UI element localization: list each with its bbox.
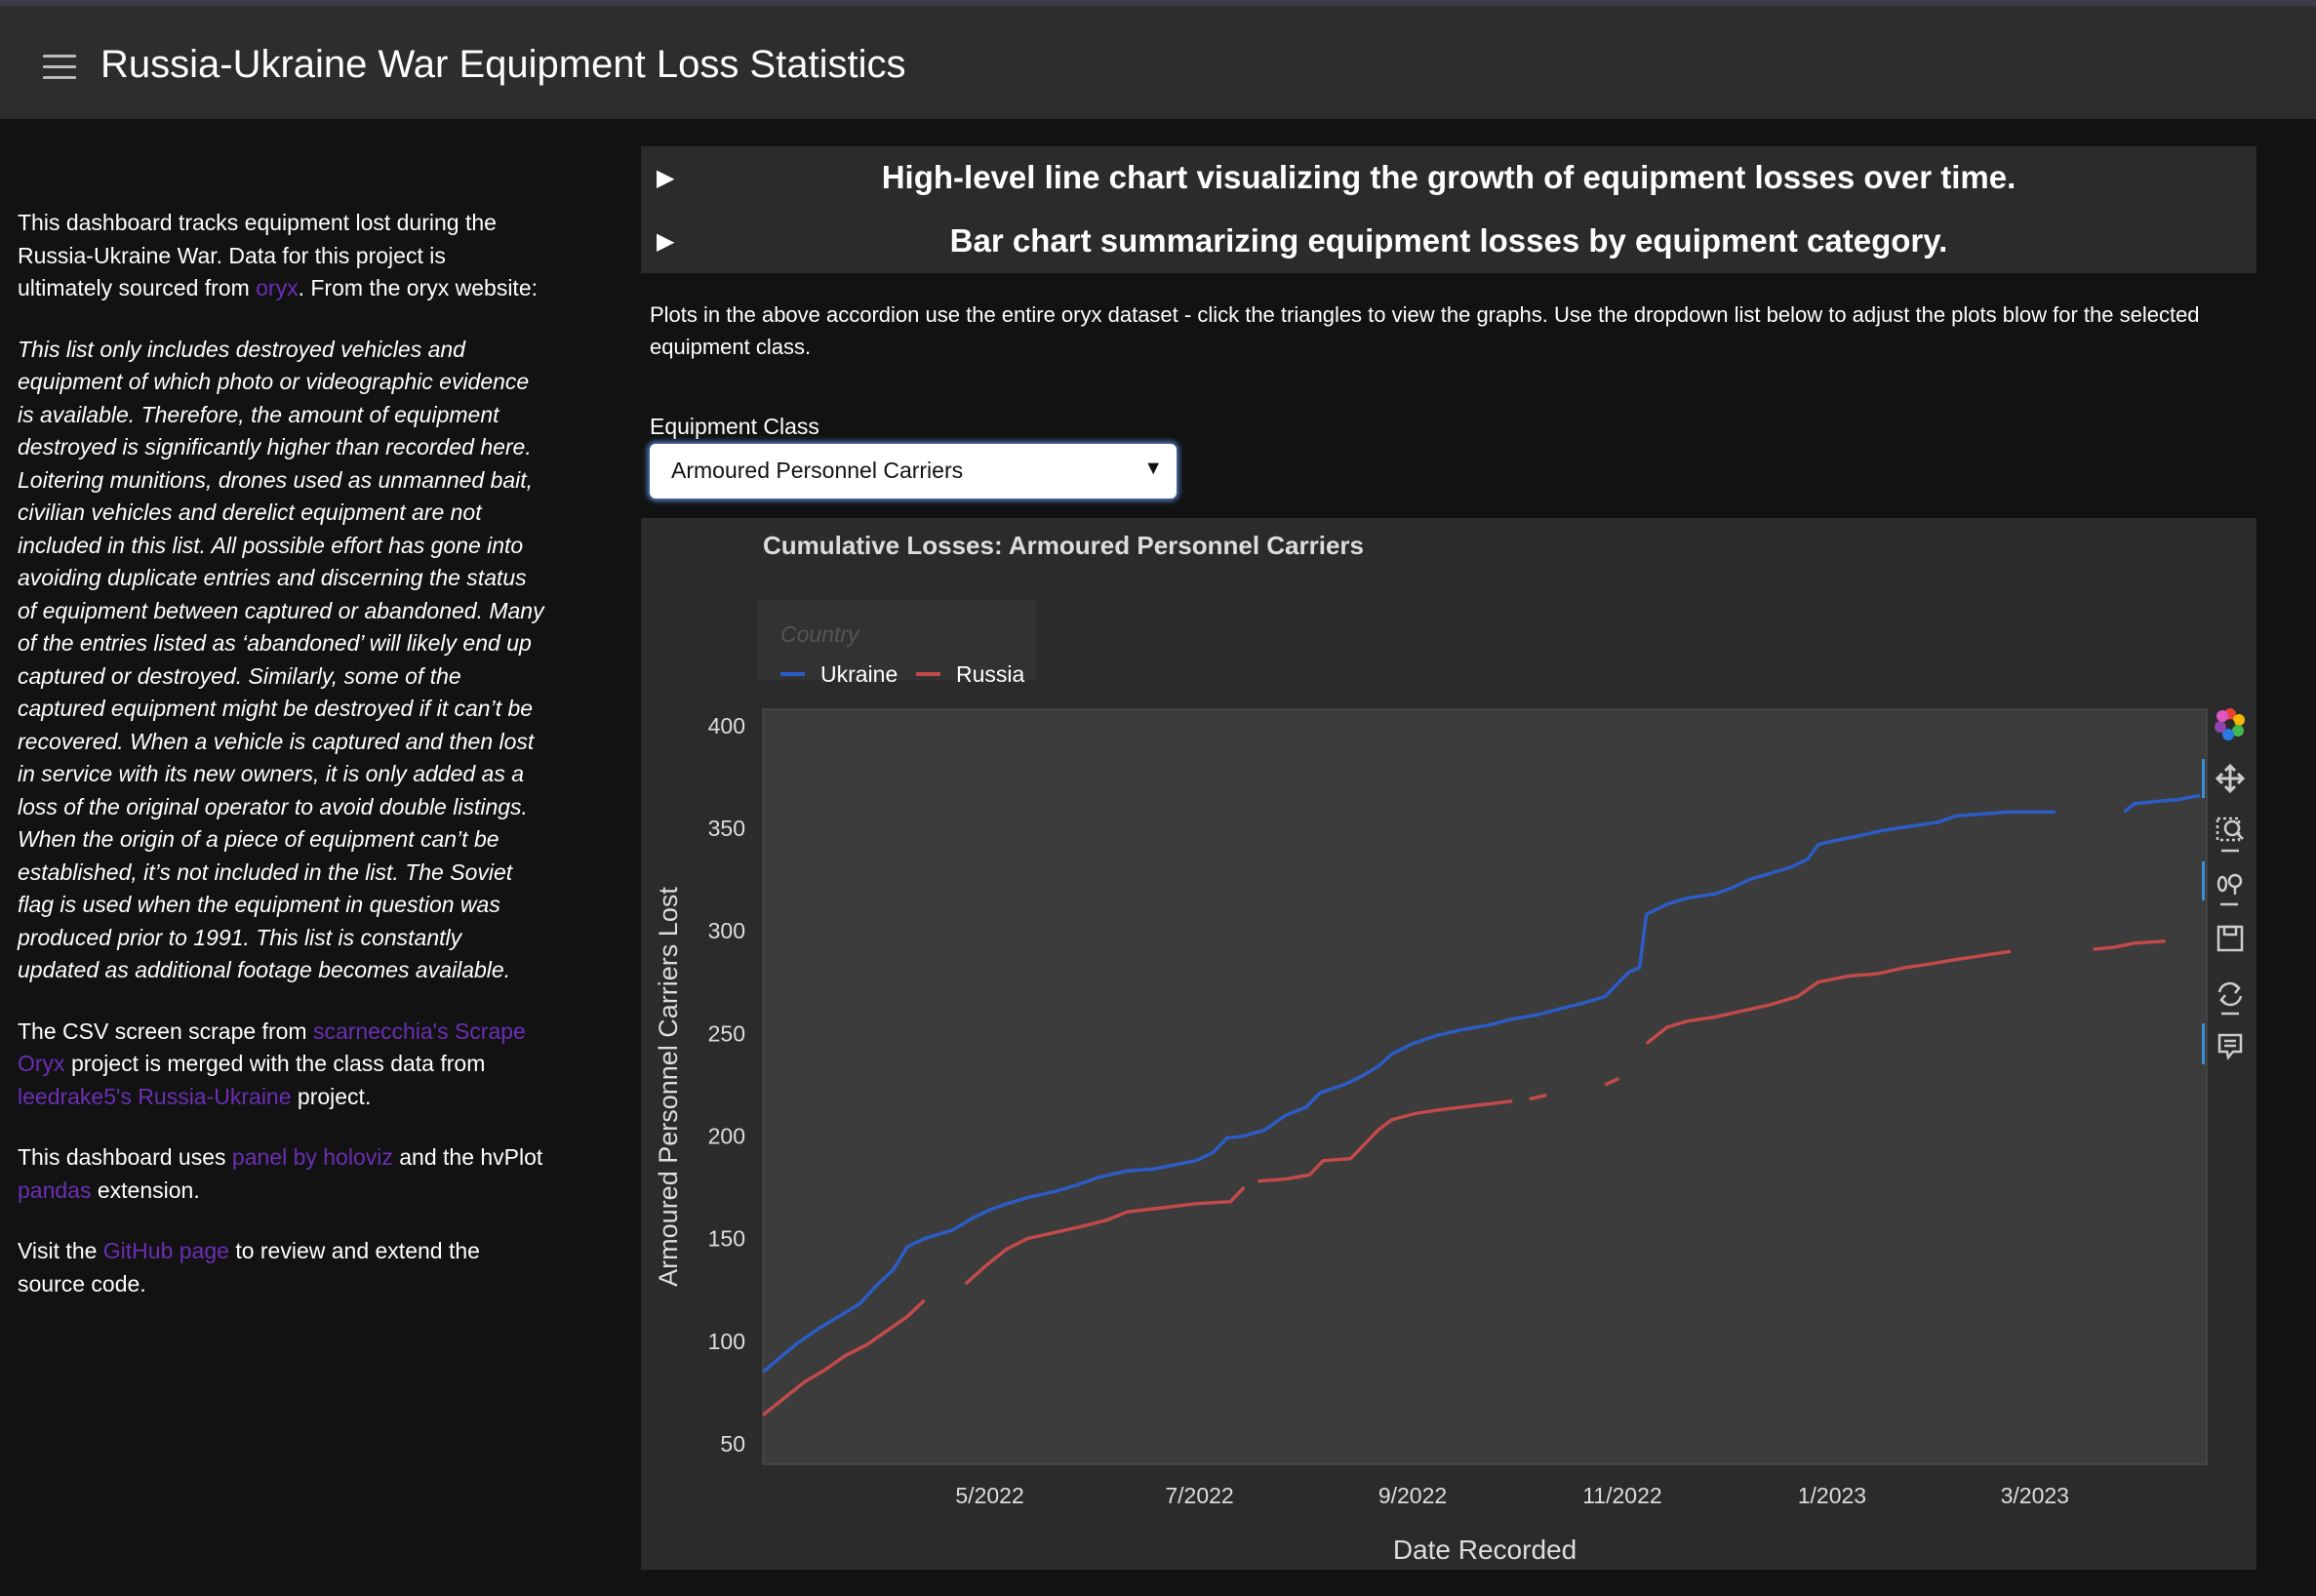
save-icon[interactable] xyxy=(2216,925,2244,952)
x-tick-label: 1/2023 xyxy=(1798,1483,1866,1508)
ukraine-loss-line[interactable] xyxy=(761,810,2056,1374)
expand-triangle-icon[interactable]: ▶ xyxy=(657,165,675,191)
sidebar-intro-text-1: This dashboard tracks equipment lost dur… xyxy=(18,210,497,300)
pan-icon[interactable] xyxy=(2215,763,2246,794)
legend-box xyxy=(758,600,1036,680)
sidebar: This dashboard tracks equipment lost dur… xyxy=(18,207,544,1329)
active-tool-indicator xyxy=(2202,759,2205,798)
russia-loss-line[interactable] xyxy=(761,1298,926,1416)
x-tick-label: 3/2023 xyxy=(2001,1483,2069,1508)
tools-text-2: and the hvPlot xyxy=(392,1144,543,1170)
sidebar-github: Visit the GitHub page to review and exte… xyxy=(18,1235,544,1300)
x-axis: 5/2022 7/2022 9/2022 11/2022 1/2023 3/2023 xyxy=(955,1483,2069,1508)
equipment-class-label: Equipment Class xyxy=(650,414,819,439)
russia-loss-line[interactable] xyxy=(964,1185,1246,1286)
legend-russia-label[interactable]: Russia xyxy=(956,661,1025,687)
x-tick-label: 7/2022 xyxy=(1165,1483,1233,1508)
sidebar-intro: This dashboard tracks equipment lost dur… xyxy=(18,207,544,305)
hamburger-menu-icon[interactable] xyxy=(43,55,76,80)
y-tick-label: 100 xyxy=(708,1329,745,1354)
active-tool-indicator xyxy=(2202,1023,2205,1064)
chart-title: Cumulative Losses: Armoured Personnel Ca… xyxy=(763,531,1364,560)
sidebar-sources: The CSV screen scrape from scarnecchia's… xyxy=(18,1016,544,1114)
accordion-title-line-chart[interactable]: High-level line chart visualizing the gr… xyxy=(881,159,2017,195)
ukraine-loss-line[interactable] xyxy=(2123,793,2201,814)
x-axis-label: Date Recorded xyxy=(1393,1535,1577,1565)
plots-accordion: ▶ High-level line chart visualizing the … xyxy=(641,146,2256,273)
accordion-item-bar-chart[interactable]: ▶ Bar chart summarizing equipment losses… xyxy=(641,210,2256,273)
series-lines xyxy=(761,793,2201,1416)
oryx-quote: This list only includes destroyed vehicl… xyxy=(18,336,544,983)
app-title: Russia-Ukraine War Equipment Loss Statis… xyxy=(100,43,906,86)
active-tool-indicator xyxy=(2202,861,2205,900)
panel-holoviz-link[interactable]: panel by holoviz xyxy=(231,1144,393,1170)
legend: Country Ukraine Russia xyxy=(758,600,1036,687)
reset-icon[interactable] xyxy=(2217,981,2243,1016)
github-text-1: Visit the xyxy=(18,1238,103,1263)
box-zoom-icon[interactable] xyxy=(2216,817,2244,853)
equipment-class-value: Armoured Personnel Carriers xyxy=(671,458,964,483)
sidebar-intro-text-2: . From the oryx website: xyxy=(298,275,539,300)
scrape-oryx-link[interactable]: scarnecchia's Scrape Oryx xyxy=(18,1017,526,1077)
accordion-title-bar-chart[interactable]: Bar chart summarizing equipment losses b… xyxy=(949,222,1948,259)
oryx-link[interactable]: oryx xyxy=(256,275,299,300)
bokeh-logo-icon[interactable] xyxy=(2215,708,2245,740)
russia-loss-line[interactable] xyxy=(1258,1098,1513,1183)
y-tick-label: 150 xyxy=(708,1226,745,1252)
cumulative-losses-chart[interactable]: Cumulative Losses: Armoured Personnel Ca… xyxy=(641,518,2256,1570)
x-tick-label: 5/2022 xyxy=(955,1483,1023,1508)
plot-toolbar xyxy=(2202,708,2246,1064)
y-tick-label: 250 xyxy=(708,1020,745,1046)
y-tick-label: 50 xyxy=(720,1431,745,1456)
plot-panel: Cumulative Losses: Armoured Personnel Ca… xyxy=(641,518,2256,1570)
russia-loss-line[interactable] xyxy=(1645,949,2012,1046)
github-text-2: to review and extend the source code. xyxy=(18,1238,480,1297)
russia-loss-line[interactable] xyxy=(2093,938,2166,951)
y-tick-label: 200 xyxy=(708,1123,745,1148)
y-tick-label: 300 xyxy=(708,918,745,943)
pandas-link[interactable]: pandas xyxy=(18,1177,92,1203)
y-tick-label: 400 xyxy=(708,713,745,738)
y-axis: 50 100 150 200 250 300 350 400 xyxy=(708,713,745,1456)
legend-ukraine-label[interactable]: Ukraine xyxy=(820,661,898,687)
plot-area[interactable] xyxy=(762,708,2208,1465)
legend-title: Country xyxy=(780,621,860,647)
expand-triangle-icon[interactable]: ▶ xyxy=(657,228,675,255)
sources-text-3: project. xyxy=(291,1083,372,1109)
y-tick-label: 350 xyxy=(708,816,745,841)
sources-text-2: project is merged with the class data fr… xyxy=(64,1051,486,1076)
dropdown-caret-icon: ▼ xyxy=(1143,458,1163,479)
intro-text: Plots in the above accordion use the ent… xyxy=(650,302,2200,359)
russia-loss-line[interactable] xyxy=(1604,1077,1620,1087)
russia-loss-line[interactable] xyxy=(1529,1093,1547,1101)
tools-text-1: This dashboard uses xyxy=(18,1144,232,1170)
hover-icon[interactable] xyxy=(2217,1033,2243,1060)
app-header: Russia-Ukraine War Equipment Loss Statis… xyxy=(0,0,2316,119)
wheel-zoom-icon[interactable] xyxy=(2216,873,2243,906)
y-axis-label: Armoured Personnel Carriers Lost xyxy=(654,887,683,1287)
github-link[interactable]: GitHub page xyxy=(102,1238,229,1263)
accordion-item-line-chart[interactable]: ▶ High-level line chart visualizing the … xyxy=(641,146,2256,210)
x-tick-label: 9/2022 xyxy=(1378,1483,1447,1508)
equipment-class-select[interactable]: Armoured Personnel Carriers ▼ xyxy=(650,444,1177,499)
tools-text-3: extension. xyxy=(91,1177,200,1203)
x-tick-label: 11/2022 xyxy=(1582,1483,1661,1508)
sources-text-1: The CSV screen scrape from xyxy=(18,1017,313,1044)
sidebar-tools: This dashboard uses panel by holoviz and… xyxy=(18,1141,544,1207)
russia-ukraine-link[interactable]: leedrake5's Russia-Ukraine xyxy=(18,1083,292,1109)
